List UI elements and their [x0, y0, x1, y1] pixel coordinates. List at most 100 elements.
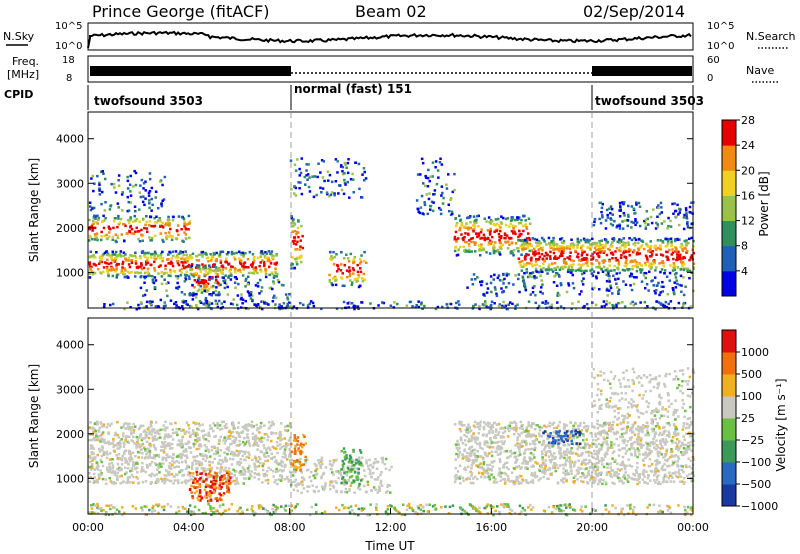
- heatmap-cell: [253, 476, 256, 479]
- heatmap-cell: [114, 191, 118, 194]
- heatmap-cell: [565, 453, 568, 456]
- heatmap-cell: [476, 276, 479, 279]
- heatmap-cell: [655, 253, 658, 256]
- heatmap-cell: [516, 476, 520, 479]
- heatmap-cell: [659, 201, 663, 205]
- heatmap-cell: [253, 440, 257, 444]
- heatmap-cell: [120, 457, 124, 460]
- heatmap-cell: [161, 221, 164, 225]
- heatmap-cell: [464, 443, 468, 447]
- cpid-row: CPID twofsound 3503 normal (fast) 151 tw…: [4, 82, 704, 110]
- heatmap-cell: [650, 279, 653, 283]
- heatmap-cell: [685, 217, 689, 220]
- heatmap-cell: [528, 238, 532, 242]
- heatmap-cell: [97, 262, 101, 265]
- heatmap-cell: [328, 194, 331, 198]
- heatmap-cell: [359, 270, 363, 274]
- heatmap-cell: [634, 218, 637, 221]
- heatmap-cell: [186, 265, 190, 268]
- heatmap-cell: [207, 301, 211, 304]
- heatmap-cell: [258, 427, 261, 430]
- heatmap-cell: [230, 472, 233, 476]
- heatmap-cell: [131, 440, 135, 443]
- heatmap-cell: [293, 185, 296, 188]
- heatmap-cell: [148, 464, 152, 467]
- heatmap-cell: [570, 238, 573, 241]
- colorbar-swatch: [722, 220, 736, 247]
- heatmap-cell: [548, 263, 551, 266]
- heatmap-cell: [516, 218, 520, 221]
- heatmap-cell: [659, 239, 662, 242]
- heatmap-cell: [230, 250, 234, 254]
- heatmap-cell: [617, 292, 620, 295]
- heatmap-cell: [573, 480, 576, 483]
- heatmap-cell: [204, 266, 207, 270]
- heatmap-cell: [571, 269, 574, 272]
- heatmap-cell: [332, 277, 335, 280]
- heatmap-cell: [251, 437, 255, 441]
- heatmap-cell: [96, 479, 99, 482]
- heatmap-cell: [497, 422, 501, 426]
- heatmap-cell: [151, 278, 155, 281]
- heatmap-cell: [169, 299, 173, 302]
- heatmap-cell: [345, 491, 349, 494]
- heatmap-cell: [350, 302, 354, 305]
- heatmap-cell: [122, 423, 126, 426]
- heatmap-cell: [609, 284, 612, 288]
- heatmap-cell: [665, 450, 668, 453]
- heatmap-cell: [90, 438, 94, 442]
- heatmap-cell: [286, 298, 290, 301]
- heatmap-cell: [265, 474, 269, 477]
- heatmap-cell: [456, 307, 459, 310]
- heatmap-cell: [298, 187, 301, 190]
- heatmap-cell: [426, 185, 430, 188]
- heatmap-cell: [351, 172, 354, 176]
- heatmap-cell: [576, 237, 579, 241]
- heatmap-cell: [311, 175, 314, 178]
- heatmap-cell: [213, 424, 217, 427]
- heatmap-cell: [112, 220, 116, 223]
- heatmap-cell: [334, 279, 337, 283]
- heatmap-cell: [199, 453, 202, 456]
- heatmap-cell: [632, 478, 636, 481]
- heatmap-cell: [597, 254, 601, 258]
- heatmap-cell: [677, 253, 680, 257]
- heatmap-cell: [479, 237, 482, 240]
- heatmap-cell: [646, 258, 649, 261]
- heatmap-cell: [680, 290, 683, 293]
- heatmap-cell: [663, 468, 667, 472]
- heatmap-cell: [243, 477, 246, 480]
- heatmap-cell: [607, 270, 610, 273]
- heatmap-cell: [544, 465, 547, 468]
- heatmap-cell: [538, 244, 541, 247]
- heatmap-cell: [348, 488, 351, 491]
- heatmap-cell: [91, 433, 94, 436]
- heatmap-cell: [553, 257, 556, 260]
- heatmap-cell: [518, 426, 522, 430]
- heatmap-cell: [142, 187, 145, 190]
- heatmap-cell: [457, 237, 460, 240]
- heatmap-cell: [568, 245, 571, 248]
- heatmap-cell: [111, 302, 115, 306]
- heatmap-cell: [216, 421, 219, 425]
- heatmap-cell: [492, 246, 495, 250]
- heatmap-cell: [494, 288, 497, 291]
- heatmap-cell: [166, 456, 170, 459]
- heatmap-cell: [260, 286, 264, 289]
- heatmap-cell: [519, 445, 523, 448]
- heatmap-cell: [529, 222, 532, 225]
- heatmap-cell: [320, 476, 323, 480]
- heatmap-cell: [145, 434, 149, 437]
- heatmap-cell: [498, 235, 501, 239]
- heatmap-cell: [487, 241, 491, 244]
- heatmap-cell: [146, 261, 150, 265]
- heatmap-cell: [562, 241, 565, 245]
- heatmap-cell: [582, 244, 585, 247]
- heatmap-cell: [271, 431, 275, 435]
- heatmap-cell: [140, 178, 144, 182]
- heatmap-cell: [564, 464, 567, 467]
- heatmap-cell: [278, 474, 282, 477]
- heatmap-cell: [313, 175, 317, 178]
- heatmap-cell: [524, 264, 527, 267]
- heatmap-cell: [630, 238, 634, 242]
